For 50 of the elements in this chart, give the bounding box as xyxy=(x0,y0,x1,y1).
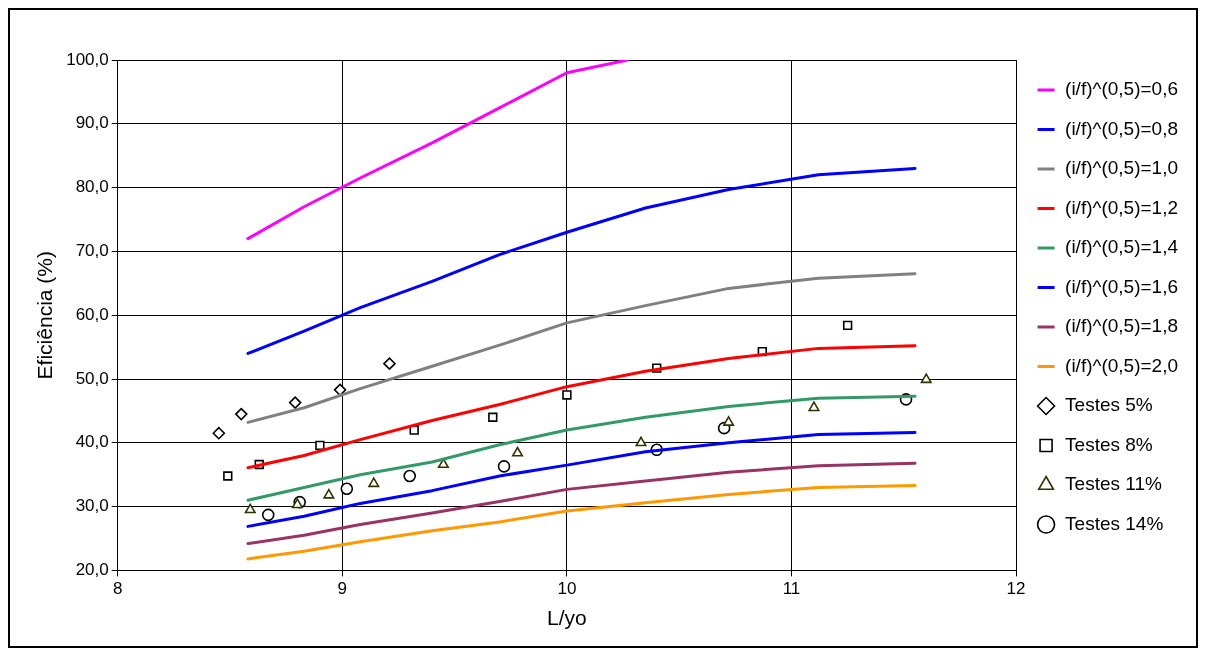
legend-label: (i/f)^(0,5)=1,0 xyxy=(1065,157,1179,179)
x-axis-title: L/yo xyxy=(547,606,587,630)
legend-label: (i/f)^(0,5)=0,6 xyxy=(1065,78,1179,100)
point xyxy=(437,458,449,469)
point xyxy=(403,469,416,483)
point xyxy=(842,320,853,331)
x-tick-label: 9 xyxy=(337,579,348,599)
point xyxy=(234,407,248,421)
y-tick-label: 80,0 xyxy=(75,177,109,197)
point xyxy=(808,401,820,412)
legend-label: (i/f)^(0,5)=2,0 xyxy=(1065,354,1179,376)
x-tick-label: 10 xyxy=(557,579,577,599)
point xyxy=(920,373,932,384)
x-tick-label: 12 xyxy=(1006,579,1026,599)
point xyxy=(497,460,511,473)
y-tick-label: 100,0 xyxy=(66,49,109,69)
point xyxy=(315,440,325,451)
y-tick-label: 40,0 xyxy=(75,432,109,452)
x-tick-label: 11 xyxy=(782,579,801,599)
legend-label: (i/f)^(0,5)=1,6 xyxy=(1065,275,1179,297)
point xyxy=(562,390,572,400)
y-tick-label: 60,0 xyxy=(75,304,109,324)
point xyxy=(383,357,396,370)
legend-label: (i/f)^(0,5)=1,2 xyxy=(1065,196,1179,218)
y-tick-label: 70,0 xyxy=(75,241,109,261)
point xyxy=(261,508,275,522)
y-tick-label: 30,0 xyxy=(75,496,109,516)
point xyxy=(635,436,647,447)
y-tick-label: 90,0 xyxy=(75,113,109,133)
legend-label: (i/f)^(0,5)=0,8 xyxy=(1065,117,1179,139)
x-tick-label: 8 xyxy=(113,579,123,599)
point xyxy=(288,396,302,409)
y-tick-label: 20,0 xyxy=(75,560,109,580)
point xyxy=(368,477,380,488)
point xyxy=(323,488,335,499)
point xyxy=(723,416,735,426)
y-tick-label: 50,0 xyxy=(75,368,109,388)
legend-label: (i/f)^(0,5)=1,4 xyxy=(1065,236,1179,258)
legend-label: Testes 8% xyxy=(1065,433,1153,455)
y-axis-title: Eficiência (%) xyxy=(33,251,57,380)
point xyxy=(223,471,233,481)
legend-label: Testes 11% xyxy=(1065,473,1162,495)
point xyxy=(244,503,256,514)
point xyxy=(488,412,498,422)
point xyxy=(340,482,354,496)
legend-label: Testes 14% xyxy=(1065,512,1164,534)
legend-label: (i/f)^(0,5)=1,8 xyxy=(1065,315,1179,337)
point xyxy=(212,426,226,440)
legend-label: Testes 5% xyxy=(1065,394,1153,416)
point xyxy=(511,446,524,457)
